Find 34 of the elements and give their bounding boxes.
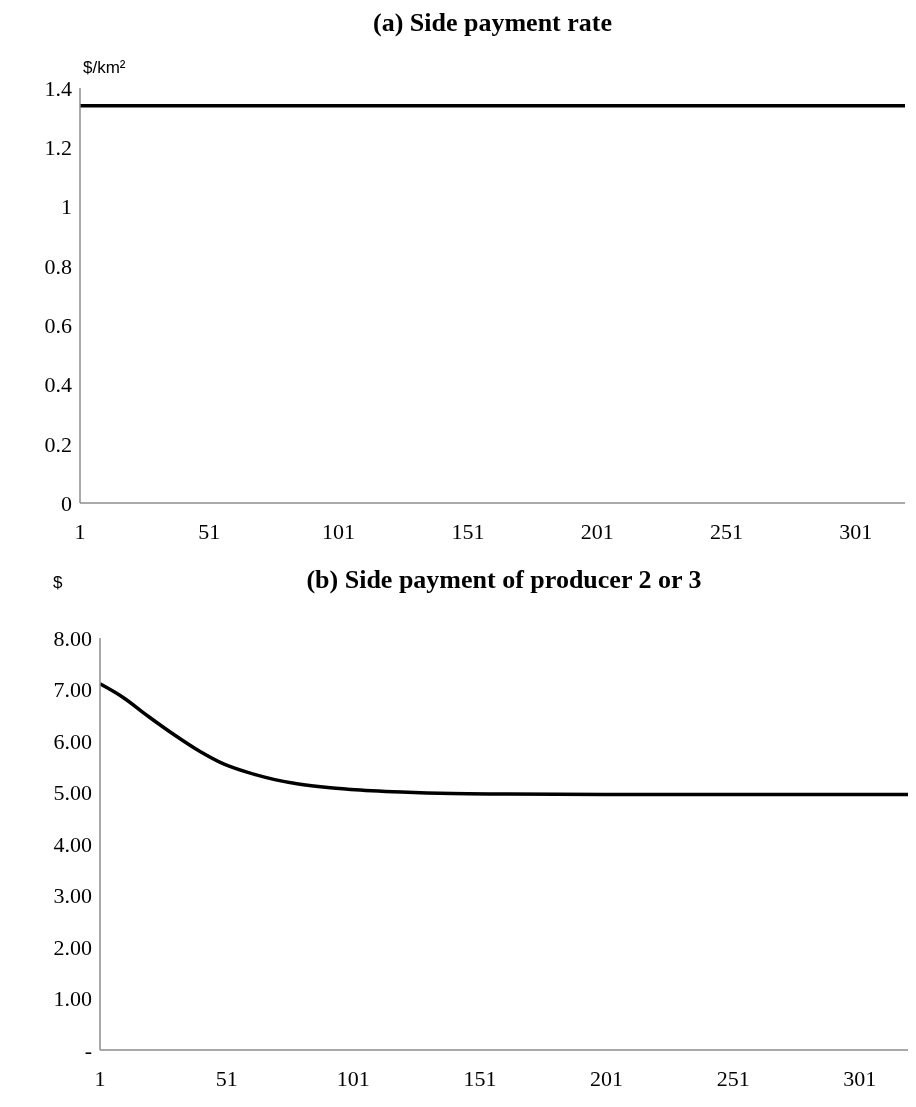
y-tick-label: 7.00 bbox=[53, 677, 92, 703]
y-tick-label: - bbox=[84, 1037, 92, 1063]
x-tick-label: 201 bbox=[580, 518, 614, 544]
y-axis-title: $/km² bbox=[83, 58, 126, 78]
y-axis-title: $ bbox=[53, 573, 63, 593]
x-tick-label: 301 bbox=[843, 1065, 877, 1091]
y-tick-label: 0 bbox=[61, 490, 72, 516]
x-tick-label: 51 bbox=[198, 518, 221, 544]
y-tick-label: 1.4 bbox=[44, 75, 72, 101]
x-tick-label: 151 bbox=[451, 518, 485, 544]
y-tick-label: 1 bbox=[61, 194, 72, 220]
y-tick-label: 3.00 bbox=[53, 883, 92, 909]
y-tick-label: 1.2 bbox=[44, 135, 72, 161]
y-tick-label: 1.00 bbox=[53, 986, 92, 1012]
line-series bbox=[100, 682, 908, 797]
y-tick-label: 5.00 bbox=[53, 780, 92, 806]
x-tick-label: 301 bbox=[839, 518, 873, 544]
y-tick-label: 8.00 bbox=[53, 625, 92, 651]
y-tick-label: 4.00 bbox=[53, 831, 92, 857]
y-tick-label: 2.00 bbox=[53, 934, 92, 960]
y-tick-label: 6.00 bbox=[53, 728, 92, 754]
x-tick-label: 251 bbox=[716, 1065, 750, 1091]
y-tick-label: 0.2 bbox=[44, 431, 72, 457]
x-tick-label: 101 bbox=[336, 1065, 370, 1091]
x-tick-label: 201 bbox=[590, 1065, 624, 1091]
y-tick-label: 0.6 bbox=[44, 312, 72, 338]
chart-title: (b) Side payment of producer 2 or 3 bbox=[305, 565, 703, 595]
y-tick-label: 0.4 bbox=[44, 372, 72, 398]
x-tick-label: 101 bbox=[322, 518, 356, 544]
x-tick-label: 51 bbox=[215, 1065, 238, 1091]
x-tick-label: 151 bbox=[463, 1065, 497, 1091]
y-tick-label: 0.8 bbox=[44, 253, 72, 279]
chart-title: (a) Side payment rate bbox=[372, 8, 613, 38]
x-tick-label: 251 bbox=[710, 518, 744, 544]
